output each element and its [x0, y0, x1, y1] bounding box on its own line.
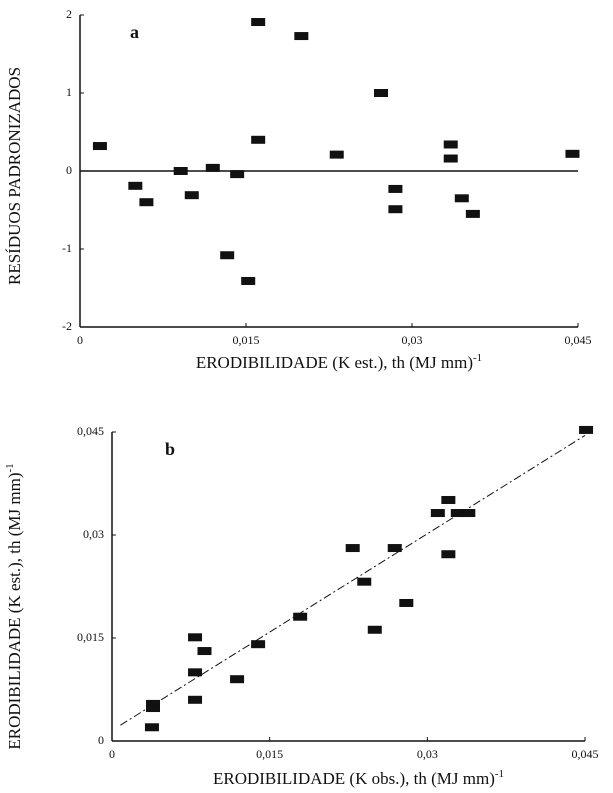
- point: [251, 135, 266, 144]
- point: [374, 89, 389, 97]
- x-tick-label: 0,045: [572, 747, 599, 761]
- point: [293, 612, 308, 621]
- point: [173, 167, 188, 175]
- y-axis-label-sup: -1: [4, 463, 16, 472]
- y-axis-label-text: RESÍDUOS PADRONIZADOS: [5, 67, 24, 285]
- x-axis-label: ERODIBILIDADE (K est.), th (MJ mm)-1: [196, 352, 482, 372]
- y-tick-label: -2: [62, 319, 72, 333]
- point: [565, 149, 580, 158]
- point: [345, 544, 360, 553]
- point: [197, 647, 212, 656]
- x-tick-label: 0,03: [417, 747, 438, 761]
- x-tick-label: 0,03: [402, 333, 423, 347]
- point: [205, 163, 220, 172]
- panel-label: b: [165, 439, 175, 459]
- point: [387, 544, 402, 553]
- point: [145, 704, 160, 713]
- point: [251, 18, 266, 27]
- panel-label: a: [130, 22, 139, 42]
- point: [145, 699, 160, 708]
- chart-panel: 0 0,015 0,03 0,045 0 0,015 0,03 0,045 b ERODIBILI…: [4, 424, 599, 788]
- x-tick-label: 0: [77, 333, 83, 347]
- x-tick-label: 0,045: [565, 333, 592, 347]
- point: [230, 675, 245, 684]
- point: [251, 640, 266, 649]
- point: [579, 425, 594, 434]
- y-tick-label: 0,03: [83, 527, 104, 541]
- y-tick-label: 0,015: [77, 630, 104, 644]
- y-tick-label: 1: [66, 85, 72, 99]
- y-tick-label: 0: [66, 163, 72, 177]
- point: [220, 251, 235, 260]
- point: [450, 509, 465, 518]
- point: [430, 509, 445, 518]
- x-axis-label-sup: -1: [495, 768, 504, 780]
- x-tick-label: 0,015: [256, 747, 283, 761]
- x-tick-label: 0: [109, 747, 115, 761]
- x-axis-label: ERODIBILIDADE (K obs.), th (MJ mm)-1: [213, 768, 504, 788]
- y-axis-label: ERODIBILIDADE (K est.), th (MJ mm)-1: [4, 463, 24, 749]
- x-tick-label: 0,015: [233, 333, 260, 347]
- point: [357, 577, 372, 586]
- y-tick-label: -1: [62, 241, 72, 255]
- point: [294, 32, 309, 41]
- point: [241, 276, 256, 285]
- point: [184, 191, 199, 200]
- point: [441, 550, 456, 559]
- y-tick-label: 0,045: [77, 424, 104, 438]
- point: [188, 695, 203, 704]
- point: [465, 209, 480, 218]
- point: [443, 154, 458, 163]
- point: [230, 170, 245, 179]
- point: [367, 625, 382, 634]
- y-axis-label: RESÍDUOS PADRONIZADOS: [5, 67, 24, 285]
- point: [399, 598, 414, 607]
- point: [388, 184, 403, 193]
- point: [188, 668, 203, 677]
- point: [92, 142, 107, 151]
- point: [461, 509, 476, 518]
- y-tick-label: 0: [98, 733, 104, 747]
- point: [128, 181, 143, 190]
- point: [144, 723, 159, 732]
- y-tick-label: 2: [66, 7, 72, 21]
- point: [443, 140, 458, 149]
- point: [388, 205, 403, 214]
- x-axis-label-text: ERODIBILIDADE (K obs.), th (MJ mm): [213, 769, 495, 788]
- point: [188, 633, 203, 642]
- point: [139, 198, 154, 207]
- fit-line: [120, 435, 586, 726]
- x-axis-label-text: ERODIBILIDADE (K est.), th (MJ mm): [196, 353, 473, 372]
- x-axis-label-sup: -1: [473, 352, 482, 364]
- y-axis-label-text: ERODIBILIDADE (K est.), th (MJ mm): [5, 473, 24, 750]
- point: [441, 495, 456, 504]
- point: [454, 194, 469, 203]
- chart-panel: 0 0,015 0,03 0,045 -2 -1 0 1 2 a ERODIBILIDADE (K …: [5, 7, 592, 372]
- point: [329, 150, 344, 159]
